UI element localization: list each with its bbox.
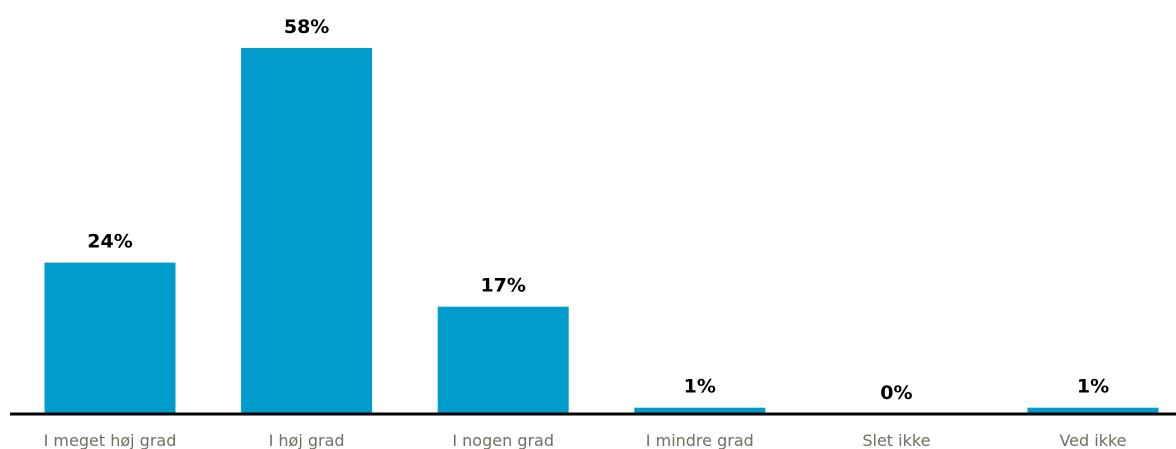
- category-label-5: Ved ikke: [1059, 431, 1126, 449]
- bar-3: [634, 407, 766, 414]
- value-label-3: 1%: [684, 376, 716, 398]
- bar-5: [1027, 407, 1159, 414]
- category-label-4: Slet ikke: [862, 431, 930, 449]
- category-label-0: I meget høj grad: [44, 431, 177, 449]
- category-label-2: I nogen grad: [452, 431, 554, 449]
- bar-1: [241, 48, 373, 414]
- value-label-5: 1%: [1077, 376, 1109, 398]
- category-labels-group: I meget høj grad I høj grad I nogen grad I …: [44, 431, 1127, 449]
- bar-2: [437, 306, 569, 414]
- value-label-0: 24%: [87, 231, 132, 253]
- bar-0: [44, 262, 176, 414]
- category-label-3: I mindre grad: [646, 431, 754, 449]
- bars-group: [44, 48, 1159, 414]
- value-label-2: 17%: [480, 275, 525, 297]
- value-labels-group: 24% 58% 17% 1% 0% 1%: [87, 16, 1109, 404]
- category-label-1: I høj grad: [269, 431, 345, 449]
- value-label-1: 58%: [284, 16, 329, 38]
- value-label-4: 0%: [880, 382, 912, 404]
